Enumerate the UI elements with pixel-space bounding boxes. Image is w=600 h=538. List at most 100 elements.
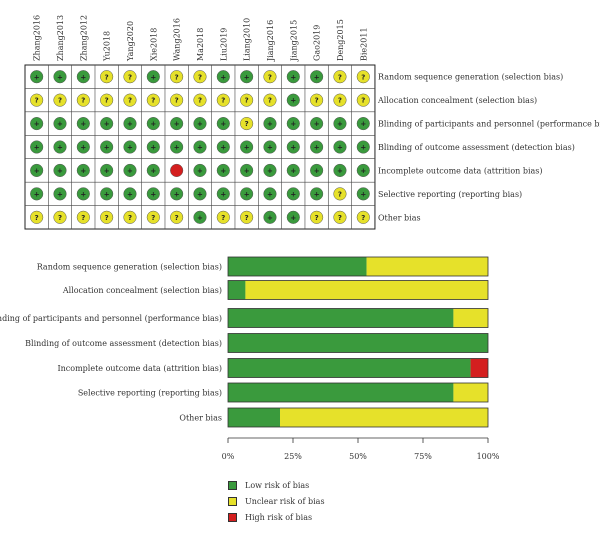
judgement-symbol: + [80,190,86,198]
unclear-risk-dot [123,93,137,107]
judgement-symbol: + [360,144,366,152]
low-risk-dot [146,117,160,131]
judgement-symbol: + [290,167,296,175]
unclear-risk-dot [123,70,137,84]
judgement-symbol: + [220,120,226,128]
unclear-risk-dot [263,70,277,84]
high-risk-dot [170,163,184,177]
judgement-symbol: + [290,214,296,222]
judgement-symbol: ? [245,120,249,128]
category-label: Blinding of participants and personnel (… [0,314,222,323]
study-label: Jiang2015 [289,20,298,62]
unclear-risk-dot [100,70,114,84]
judgement-symbol: + [34,167,40,175]
bar-outline [227,280,489,300]
judgement-symbol: + [360,167,366,175]
judgement-symbol: ? [338,214,342,222]
low-risk-dot [333,140,347,154]
judgement-symbol: ? [361,97,365,105]
low-risk-dot [30,140,44,154]
low-risk-dot [30,187,44,201]
judgement-symbol: + [57,167,63,175]
low-risk-dot [216,140,230,154]
judgement-symbol: + [220,167,226,175]
unclear-risk-dot [333,210,347,224]
low-risk-dot [193,117,207,131]
low-risk-dot [53,117,67,131]
unclear-risk-bar [280,408,488,427]
judgement-symbol: + [80,167,86,175]
domain-label: Blinding of outcome assessment (detectio… [378,143,575,152]
low-risk-dot [123,117,137,131]
study-label: Zhang2012 [79,15,88,61]
judgement-symbol: + [220,144,226,152]
unclear-risk-dot [53,93,67,107]
judgement-symbol: + [104,120,110,128]
legend-swatch-low [228,480,237,490]
low-risk-dot [216,187,230,201]
low-risk-dot [286,210,300,224]
judgement-symbol: + [290,97,296,105]
legend-swatch-high [228,512,237,522]
judgement-symbol: + [174,190,180,198]
low-risk-bar [228,257,367,276]
low-risk-dot [240,140,254,154]
judgement-symbol: ? [338,97,342,105]
low-risk-dot [100,187,114,201]
low-risk-dot [123,163,137,177]
judgement-symbol: ? [151,97,155,105]
judgement-symbol: + [220,190,226,198]
domain-label: Incomplete outcome data (attrition bias) [378,166,543,175]
low-risk-bar [228,280,246,300]
legend: Low risk of bias Unclear risk of bias Hi… [228,478,325,526]
judgement-symbol: ? [338,190,342,198]
study-label: Liu2019 [219,28,228,61]
judgement-symbol: + [127,190,133,198]
judgement-symbol: + [104,190,110,198]
grid-border [24,64,376,230]
unclear-risk-dot [216,93,230,107]
low-risk-dot [53,187,67,201]
judgement-symbol: + [104,167,110,175]
study-label: Ma2018 [196,28,205,61]
low-risk-dot [333,117,347,131]
judgement-symbol: + [197,144,203,152]
unclear-risk-dot [170,93,184,107]
judgement-symbol: ? [245,214,249,222]
low-risk-bar [228,333,488,353]
study-label: Xie2018 [149,28,158,61]
judgement-symbol: + [150,167,156,175]
judgement-symbol: ? [35,97,39,105]
low-risk-dot [76,163,90,177]
legend-label-unclear: Unclear risk of bias [245,496,325,506]
unclear-risk-bar [453,308,488,328]
low-risk-dot [216,117,230,131]
low-risk-dot [356,163,370,177]
judgement-symbol: ? [175,97,179,105]
judgement-symbol: + [57,144,63,152]
low-risk-bar [228,308,454,328]
judgement-symbol: + [290,190,296,198]
judgement-symbol: + [267,120,273,128]
judgement-symbol: + [290,144,296,152]
unclear-risk-dot [356,210,370,224]
judgement-symbol: + [127,167,133,175]
low-risk-dot [263,187,277,201]
low-risk-dot [263,163,277,177]
study-label: Gao2019 [313,25,322,61]
bar-outline [227,256,489,277]
unclear-risk-dot [100,93,114,107]
study-label: Deng2015 [336,19,345,61]
low-risk-dot [310,187,324,201]
unclear-risk-dot [146,210,160,224]
unclear-risk-dot [263,93,277,107]
legend-item-low: Low risk of bias [228,478,325,492]
judgement-symbol: ? [128,214,132,222]
low-risk-dot [356,140,370,154]
judgement-symbol: + [267,214,273,222]
judgement-symbol: + [267,144,273,152]
domain-label: Selective reporting (reporting bias) [378,190,522,199]
x-tick-label: 0% [222,452,235,461]
judgement-symbol: + [314,167,320,175]
low-risk-dot [53,70,67,84]
